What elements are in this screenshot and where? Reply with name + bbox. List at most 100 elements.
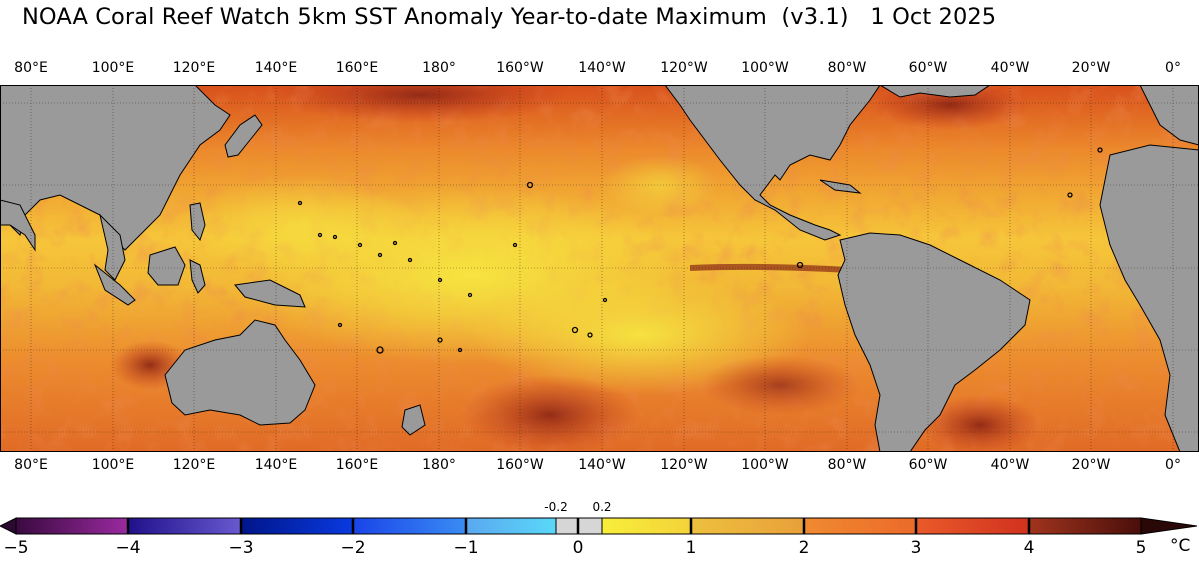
- colorbar-tick-label: 0: [572, 538, 584, 558]
- island: [317, 232, 323, 238]
- island: [357, 242, 363, 248]
- lon-label: 0°: [1165, 60, 1181, 76]
- equatorial-anomaly-band: [689, 263, 851, 273]
- colorbar-center-label: 0.2: [592, 500, 612, 514]
- hot-anomaly: [460, 375, 640, 452]
- lon-label: 40°W: [990, 457, 1030, 473]
- island: [407, 257, 413, 263]
- lon-label: 140°E: [254, 60, 298, 76]
- island: [437, 337, 443, 343]
- lon-label: 40°W: [990, 60, 1030, 76]
- hot-anomaly: [700, 355, 860, 415]
- lon-label: 60°W: [908, 457, 948, 473]
- lon-label: 80°W: [827, 60, 867, 76]
- colorbar-unit: °C: [1170, 536, 1191, 556]
- island: [377, 252, 383, 258]
- lon-label: 180°: [422, 457, 456, 473]
- colorbar-tick-label: 5: [1135, 538, 1147, 558]
- colorbar: -0.2 0.2 −5 −4 −3 −2 −1 0 1 2 3 4 5 °C: [0, 490, 1199, 564]
- lon-label: 180°: [422, 60, 456, 76]
- land-india: [0, 199, 36, 252]
- island: [467, 292, 473, 298]
- lon-label: 60°W: [908, 60, 948, 76]
- island: [392, 240, 398, 246]
- island: [337, 322, 343, 328]
- colorbar-tick-label: 1: [685, 538, 697, 558]
- colorbar-tick-label: 3: [910, 538, 922, 558]
- colorbar-segment: [602, 518, 691, 534]
- island: [587, 332, 593, 338]
- colorbar-segment: [804, 518, 916, 534]
- land-new-guinea: [234, 279, 306, 308]
- colorbar-segment: [691, 518, 804, 534]
- colorbar-segment: [241, 518, 353, 534]
- lon-label: 80°E: [14, 457, 48, 473]
- colorbar-center-label: -0.2: [544, 500, 568, 514]
- map-title: NOAA Coral Reef Watch 5km SST Anomaly Ye…: [22, 4, 997, 30]
- land-cuba: [819, 179, 862, 194]
- lon-label: 140°W: [578, 457, 626, 473]
- colorbar-segment: [128, 518, 241, 534]
- land-north-america: [664, 85, 881, 241]
- lon-label: 20°W: [1071, 60, 1111, 76]
- lon-label: 160°W: [496, 60, 544, 76]
- island: [332, 234, 338, 240]
- colorbar-segment: [466, 518, 556, 534]
- hot-anomaly: [270, 85, 570, 123]
- island: [602, 297, 608, 303]
- lon-label: 100°E: [91, 60, 135, 76]
- island: [571, 326, 579, 334]
- lon-label: 140°W: [578, 60, 626, 76]
- colorbar-tick-label: −4: [115, 538, 141, 558]
- island: [297, 200, 303, 206]
- lon-label: 120°E: [172, 60, 216, 76]
- lon-label: 160°E: [335, 457, 379, 473]
- colorbar-tick-label: −2: [340, 538, 366, 558]
- land-australia: [164, 319, 316, 426]
- land-borneo: [147, 246, 186, 286]
- island: [457, 347, 463, 353]
- land-greenland: [879, 85, 991, 98]
- colorbar-tick-label: −3: [228, 538, 254, 558]
- lon-label: 100°W: [741, 457, 789, 473]
- colorbar-tick-label: 2: [798, 538, 810, 558]
- lon-label: 140°E: [254, 457, 298, 473]
- island: [1067, 192, 1073, 198]
- colorbar-tick-label: −5: [3, 538, 29, 558]
- lon-label: 120°W: [660, 457, 708, 473]
- colorbar-min-arrow: [0, 517, 17, 535]
- sst-anomaly-map: [0, 85, 1199, 452]
- lon-label: 80°E: [14, 60, 48, 76]
- lon-label: 80°W: [827, 457, 867, 473]
- land-south-america: [837, 232, 1031, 452]
- island: [437, 277, 443, 283]
- island: [512, 242, 518, 248]
- lon-label: 120°E: [172, 457, 216, 473]
- colorbar-segment: [16, 518, 128, 534]
- lon-label: 20°W: [1071, 457, 1111, 473]
- bottom-longitude-axis: 80°E 100°E 120°E 140°E 160°E 180° 160°W …: [0, 457, 1199, 477]
- island: [526, 181, 534, 189]
- lon-label: 160°E: [335, 60, 379, 76]
- colorbar-max-arrow: [1140, 517, 1198, 535]
- land-new-zealand: [401, 404, 426, 436]
- land-indochina: [99, 213, 126, 281]
- island: [376, 346, 384, 354]
- land-philippines: [189, 202, 206, 242]
- colorbar-tick-label: −1: [453, 538, 479, 558]
- colorbar-segment: [916, 518, 1029, 534]
- land-sumatra: [93, 263, 136, 306]
- lon-label: 0°: [1165, 457, 1181, 473]
- colorbar-segment: [353, 518, 466, 534]
- land-africa: [1099, 144, 1199, 452]
- lon-label: 100°W: [741, 60, 789, 76]
- warm-pool: [180, 175, 420, 275]
- colorbar-tick-label: 4: [1023, 538, 1035, 558]
- lon-label: 100°E: [91, 457, 135, 473]
- island: [796, 261, 804, 269]
- colorbar-strip: [0, 517, 1198, 535]
- colorbar-segment: [1029, 518, 1141, 534]
- land-japan: [224, 114, 263, 158]
- island: [1097, 147, 1103, 153]
- land-europe: [1139, 85, 1199, 146]
